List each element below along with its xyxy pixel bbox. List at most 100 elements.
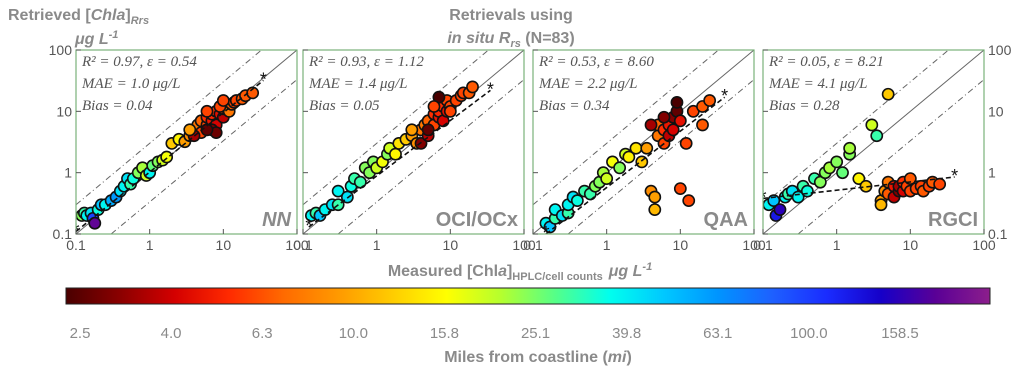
colorbar-tick-label: 63.1 [703, 325, 732, 342]
stats-line: R² = 0.93, ε = 1.12 [308, 54, 424, 70]
data-point [160, 150, 174, 164]
data-point [216, 94, 230, 107]
x-tick-label: 0.1 [293, 237, 313, 253]
data-point [613, 161, 627, 175]
data-point [830, 155, 844, 169]
regression-endpoint-marker: * [487, 79, 494, 99]
colorbar-tick-label: 4.0 [161, 325, 182, 342]
data-point [767, 194, 781, 208]
data-point [682, 194, 696, 208]
x-tick-label: 10 [673, 237, 689, 253]
data-point [88, 216, 102, 230]
y-tick-label: 1 [988, 165, 996, 181]
y-tick-label: 10 [56, 103, 72, 119]
colorbar-ticks: 2.5 4.0 6.3 10.0 15.8 25.1 39.8 63.1 100.0 158.5 [70, 325, 919, 342]
regression-line [76, 79, 264, 233]
lower-bound-line [567, 79, 754, 234]
data-point [859, 179, 873, 193]
method-label: OCI/OCx [436, 209, 518, 231]
colorbar-tick-label: 100.0 [790, 325, 828, 342]
data-point [933, 177, 947, 191]
data-point [427, 100, 441, 113]
upper-bound-line [533, 50, 719, 206]
data-point [670, 95, 684, 109]
colorbar-tick-label: 6.3 [252, 325, 273, 342]
regression-line [545, 96, 726, 234]
data-point [843, 141, 857, 155]
y-axis-label: Retrieved [Chla]Rrs [8, 7, 149, 27]
data-point [644, 118, 658, 132]
regression-endpoint-marker: * [721, 86, 728, 106]
y-tick-label: 10 [988, 103, 1004, 119]
stats-line: MAE = 1.0 μg/L [81, 76, 180, 92]
x-tick-label: 0.1 [523, 237, 543, 253]
panel-frame [762, 49, 985, 235]
x-tick-label: 10 [903, 237, 919, 253]
stats-line: Bias = 0.04 [82, 98, 153, 114]
upper-bound-line [303, 50, 489, 206]
method-label: RGCI [928, 209, 978, 231]
data-point [443, 104, 457, 118]
regression-endpoint-marker: * [759, 187, 766, 207]
data-point [870, 129, 884, 143]
data-point [903, 172, 917, 186]
data-point [183, 123, 197, 137]
regression-endpoint-marker: * [542, 223, 549, 243]
regression-line [763, 176, 955, 200]
data-point [673, 182, 687, 195]
data-point [570, 194, 584, 208]
figure-title-line2: in situ Rrs (N=83) [447, 30, 574, 50]
regression-endpoint-marker: * [951, 166, 958, 186]
stats-line: MAE = 1.4 μg/L [308, 76, 407, 92]
x-tick-label: 0.1 [66, 237, 86, 253]
data-point [466, 80, 479, 94]
data-point [648, 190, 662, 204]
data-point [696, 118, 709, 132]
colorbar-tick-label: 15.8 [430, 325, 459, 342]
y-tick-label: 0.1 [988, 226, 1008, 242]
data-point [773, 203, 787, 216]
data-point [836, 166, 849, 180]
data-point [703, 94, 717, 107]
regression-endpoint-marker: * [72, 220, 79, 240]
data-point [622, 150, 636, 164]
y-tick-label: 0.1 [53, 226, 73, 242]
x-tick-label: 1 [146, 237, 154, 253]
stats-line: R² = 0.53, ε = 8.60 [538, 54, 654, 70]
data-point [800, 184, 814, 198]
colorbar-tick-label: 2.5 [70, 325, 91, 342]
stats-line: Bias = 0.34 [539, 98, 610, 114]
data-point [657, 110, 671, 124]
data-point [629, 141, 643, 155]
method-label: NN [262, 209, 291, 231]
stats-line: MAE = 2.2 μg/L [538, 76, 637, 92]
data-point [666, 123, 680, 137]
method-label: QAA [704, 209, 748, 231]
x-tick-label: 1 [833, 237, 841, 253]
stats-line: R² = 0.05, ε = 8.21 [768, 54, 884, 70]
x-tick-label: 10 [216, 237, 232, 253]
colorbar-tick-label: 25.1 [521, 325, 550, 342]
stats-line: R² = 0.97, ε = 0.54 [81, 54, 197, 70]
colorbar-tick-label: 39.8 [612, 325, 641, 342]
y-tick-label: 1 [64, 165, 72, 181]
lower-bound-line [797, 79, 984, 234]
data-point [648, 203, 662, 216]
panel-frame [532, 49, 755, 235]
regression-endpoint-marker: * [305, 216, 312, 236]
x-tick-label: 0.1 [753, 237, 773, 253]
data-point [405, 123, 419, 137]
regression-line [308, 89, 491, 228]
x-tick-label: 100 [512, 237, 536, 253]
one-to-one-line [763, 50, 984, 234]
data-point [640, 141, 654, 155]
upper-bound-line [763, 50, 949, 206]
lower-bound-line [110, 79, 297, 234]
y-tick-label: 100 [988, 42, 1012, 58]
data-point [421, 123, 435, 137]
colorbar-tick-label: 158.5 [881, 325, 919, 342]
